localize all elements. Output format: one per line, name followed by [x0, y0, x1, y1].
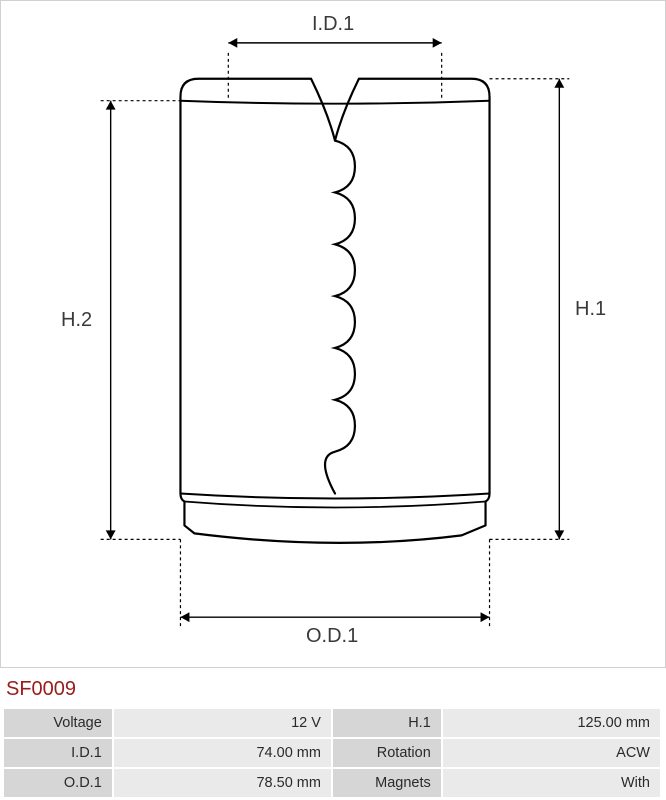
table-row: I.D.174.00 mmRotationACW [3, 738, 661, 768]
dim-label-od1: O.D.1 [306, 625, 358, 648]
spec-value: 12 V [113, 708, 332, 738]
spec-key: I.D.1 [3, 738, 113, 768]
spec-key: Magnets [332, 768, 442, 798]
spec-key: O.D.1 [3, 768, 113, 798]
table-row: Voltage12 VH.1125.00 mm [3, 708, 661, 738]
spec-value: 125.00 mm [442, 708, 661, 738]
spec-key: H.1 [332, 708, 442, 738]
spec-key: Voltage [3, 708, 113, 738]
diagram-area: I.D.1 H.1 H.2 O.D.1 [0, 0, 666, 668]
spec-value: 74.00 mm [113, 738, 332, 768]
dim-label-h1: H.1 [575, 298, 606, 321]
technical-drawing [1, 1, 665, 667]
spec-value: 78.50 mm [113, 768, 332, 798]
spec-value: With [442, 768, 661, 798]
spec-table: Voltage12 VH.1125.00 mmI.D.174.00 mmRota… [2, 707, 662, 799]
spec-value: ACW [442, 738, 661, 768]
table-row: O.D.178.50 mmMagnetsWith [3, 768, 661, 798]
dim-label-id1: I.D.1 [312, 13, 354, 36]
spec-key: Rotation [332, 738, 442, 768]
part-number: SF0009 [0, 668, 666, 707]
dim-label-h2: H.2 [61, 309, 92, 332]
